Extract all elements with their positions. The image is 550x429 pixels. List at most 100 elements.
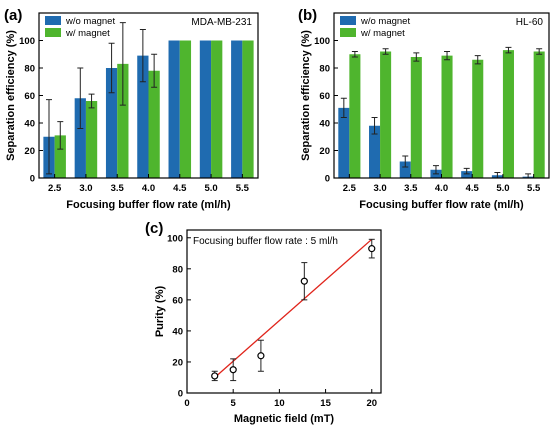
x-tick-label: 3.0	[79, 183, 92, 194]
x-tick-label: 5.0	[496, 183, 509, 194]
bar-w-4.5	[179, 40, 192, 178]
panel-label: (b)	[298, 7, 317, 24]
x-tick-label: 2.5	[343, 183, 357, 194]
error-bar	[351, 51, 358, 58]
x-tick-label: 3.0	[373, 183, 386, 194]
y-tick-label: 80	[172, 264, 183, 275]
bar-wo-4.5	[461, 171, 473, 178]
bar-w-5.5	[242, 40, 254, 178]
error-bar	[88, 93, 95, 109]
cell-line-label: MDA-MB-231	[191, 17, 252, 28]
y-tick-label: 0	[30, 174, 35, 185]
error-bar	[139, 29, 146, 83]
error-bar	[402, 155, 409, 168]
legend-swatch-wo	[45, 16, 61, 25]
bar-w-3.5	[410, 57, 422, 178]
bar-w-4.0	[441, 55, 453, 178]
x-axis-label: Magnetic field (mT)	[234, 413, 335, 425]
bar-wo-3.5	[399, 161, 411, 178]
x-tick-label: 4.0	[435, 183, 448, 194]
bar-w-4.5	[472, 59, 484, 178]
y-tick-label: 0	[325, 174, 330, 185]
bar-w-3.0	[380, 51, 392, 178]
error-bar	[151, 53, 158, 88]
bar-wo-5.5	[231, 40, 243, 178]
error-bar	[57, 121, 64, 150]
error-bar	[505, 46, 512, 54]
error-bar	[463, 167, 470, 175]
error-bar	[432, 165, 439, 175]
plot-frame	[186, 229, 382, 394]
y-tick-label: 0	[178, 389, 183, 400]
bar-w-4.0	[148, 70, 160, 178]
x-tick-label: 5.0	[204, 183, 217, 194]
x-tick-label: 3.5	[111, 183, 125, 194]
y-axis-label: Separation efficiency (%)	[5, 30, 17, 161]
y-tick-label: 100	[19, 36, 35, 47]
x-tick-label: 5	[231, 398, 237, 409]
bar-wo-3.5	[105, 68, 118, 178]
y-axis-label: Purity (%)	[154, 285, 166, 337]
legend-swatch-w	[340, 28, 356, 37]
bar-wo-2.5	[338, 107, 350, 178]
error-bar	[119, 22, 126, 106]
y-tick-label: 80	[24, 64, 35, 75]
x-tick-label: 4.5	[466, 183, 480, 194]
y-tick-label: 40	[319, 119, 330, 130]
x-axis-label: Focusing buffer flow rate (ml/h)	[359, 199, 524, 211]
cell-line-label: HL-60	[516, 17, 544, 28]
bar-wo-4.5	[168, 40, 180, 178]
bar-w-5.5	[533, 51, 545, 178]
legend-swatch-w	[45, 28, 61, 37]
error-bar	[340, 97, 347, 118]
panel-b: (b) 0 20 40 60 80 100 2.5 3.0 3.5 4.0 4.5 5.0 5.5Focu…	[298, 7, 550, 211]
panel-c: (c) 0 20 40 60 80 100 0 5 10 15 20 Magnetic field (m…	[145, 220, 382, 425]
error-bar	[46, 99, 53, 175]
panel-label: (c)	[145, 220, 163, 237]
x-tick-label: 5.5	[527, 183, 541, 194]
data-point	[257, 352, 265, 360]
data-point	[211, 372, 219, 380]
legend-label: w/ magnet	[65, 28, 110, 39]
y-tick-label: 40	[172, 326, 183, 337]
x-tick-label: 3.5	[404, 183, 418, 194]
bar-w-5.0	[502, 50, 514, 178]
error-bar	[444, 51, 451, 61]
y-tick-label: 100	[314, 36, 330, 47]
legend-swatch-wo	[340, 16, 356, 25]
error-bar	[77, 67, 84, 129]
y-tick-label: 80	[319, 64, 330, 75]
y-tick-label: 60	[172, 295, 183, 306]
x-tick-label: 20	[366, 398, 377, 409]
panel-a: (a) 0 20 40 60 80 100 2.5 3.0 3.5 4.0 4.5 5.0 5.5 Focu…	[4, 7, 259, 211]
y-tick-label: 60	[24, 91, 35, 102]
bar-w-3.5	[117, 63, 129, 178]
error-bar	[474, 55, 481, 65]
y-tick-label: 60	[319, 91, 330, 102]
x-tick-label: 10	[274, 398, 285, 409]
panel-label: (a)	[4, 7, 22, 24]
bar-wo-3.0	[74, 98, 86, 178]
fit-line	[214, 238, 373, 378]
y-tick-label: 20	[24, 146, 35, 157]
y-tick-label: 100	[167, 233, 183, 244]
bar-wo-5.0	[199, 40, 212, 178]
error-bar	[382, 48, 389, 55]
bar-wo-4.0	[137, 55, 149, 178]
error-bar	[536, 48, 543, 55]
legend-label: w/ magnet	[360, 28, 405, 39]
data-point	[229, 366, 237, 374]
bar-w-3.0	[85, 101, 98, 178]
y-tick-label: 20	[319, 146, 330, 157]
x-tick-label: 5.5	[236, 183, 250, 194]
x-axis-label: Focusing buffer flow rate (ml/h)	[66, 199, 231, 211]
bar-w-2.5	[54, 135, 66, 178]
error-bar	[371, 117, 378, 135]
error-bar	[413, 52, 420, 62]
data-point	[368, 245, 376, 253]
bar-wo-3.0	[369, 125, 381, 178]
x-tick-label: 4.5	[173, 183, 187, 194]
